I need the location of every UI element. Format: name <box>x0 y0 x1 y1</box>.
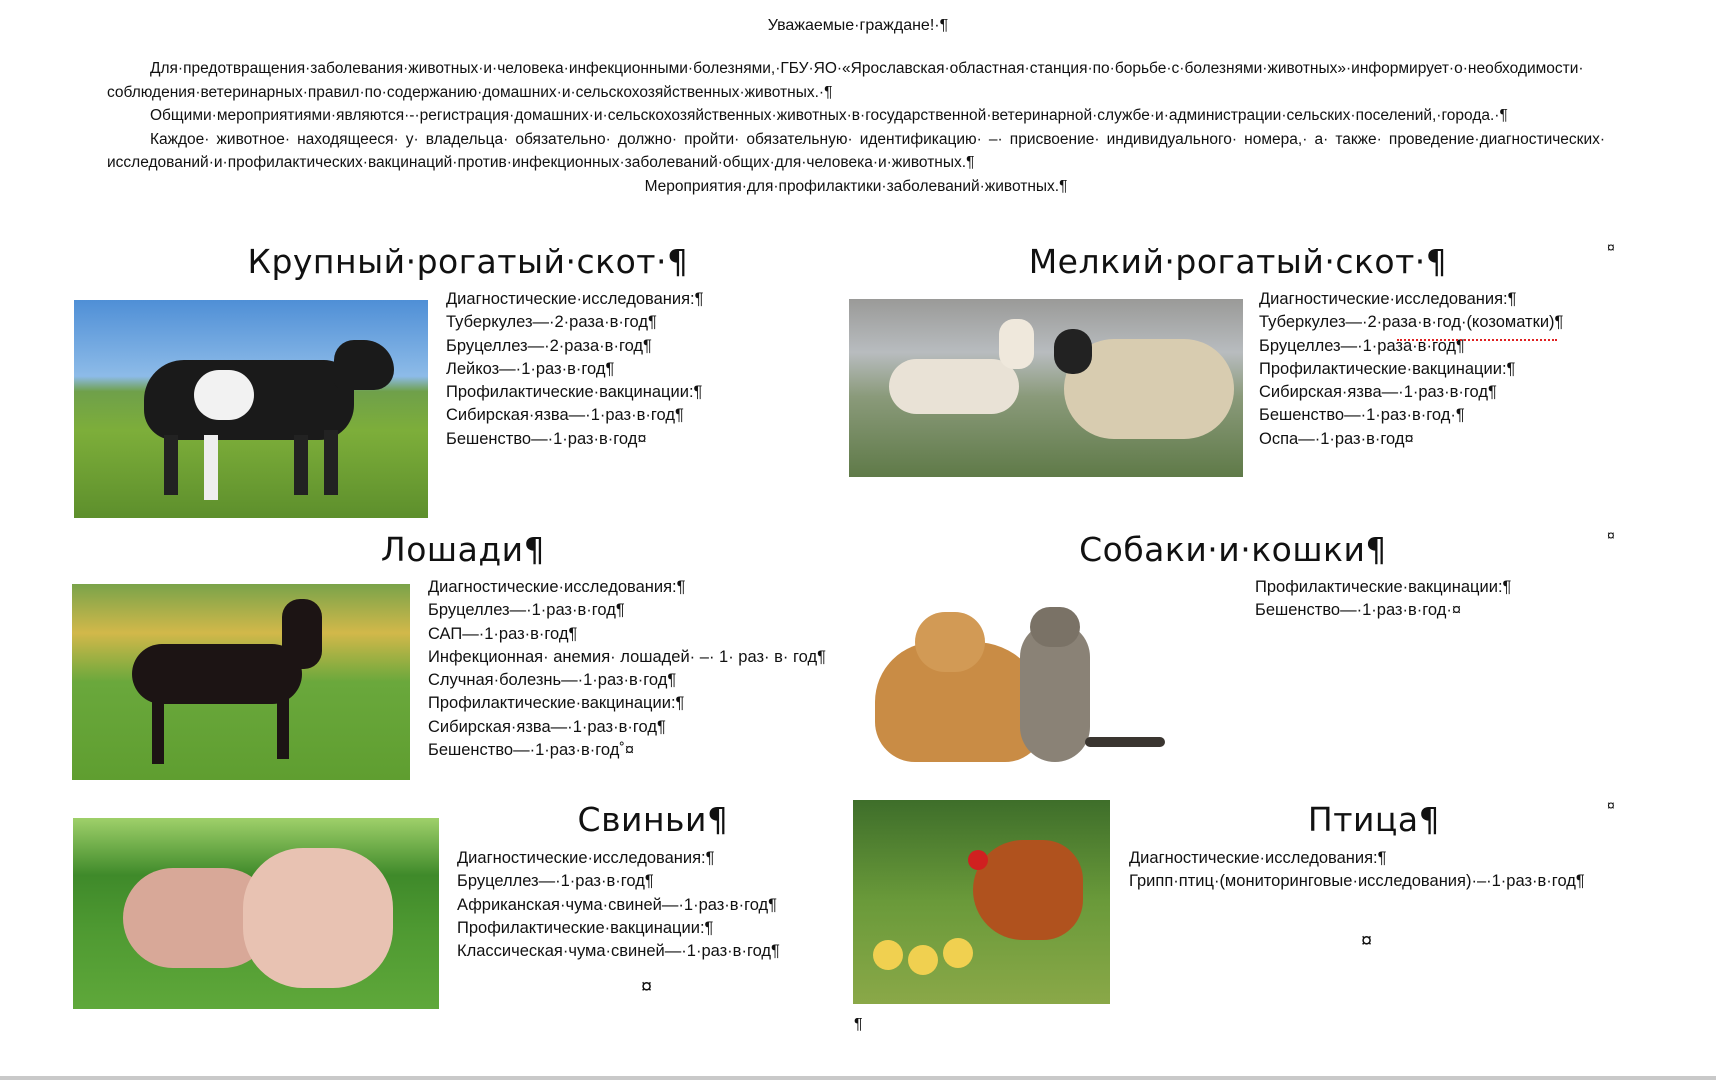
measure-line: Профилактические·вакцинации:¶ <box>428 694 685 713</box>
measure-line: Сибирская·язва—·1·раз·в·год¶ <box>1259 383 1497 402</box>
intro-paragraph: Общими·мероприятиями·являются·-·регистра… <box>150 107 1508 124</box>
measure-line: Бешенство—·1·раз·в·год·¤ <box>1255 601 1462 620</box>
sheep-heading: Мелкий·рогатый·скот·¶ <box>1028 242 1448 281</box>
cell-end-mark: ¤ <box>641 976 653 998</box>
measure-line: Профилактические·вакцинации:¶ <box>446 383 703 402</box>
hen-chicks-image <box>853 800 1110 1004</box>
measure-line: Оспа—·1·раз·в·год¤ <box>1259 429 1414 448</box>
measure-line: Инфекционная· анемия· лошадей· –· 1· раз… <box>428 647 826 666</box>
cow-image <box>74 300 428 518</box>
cell-end-mark: ¤ <box>1607 527 1615 543</box>
cattle-heading: Крупный·рогатый·скот·¶ <box>247 242 689 281</box>
measure-line: Лейкоз—·1·раз·в·год¶ <box>446 359 615 378</box>
greeting-title: Уважаемые·граждане!·¶ <box>767 17 949 34</box>
measure-line: Бешенство—·1·раз·в·год¤ <box>446 429 647 448</box>
measure-line: Туберкулез—·2·раза·в·год¶ <box>446 313 657 332</box>
sheep-measures: Диагностические·исследования:¶ Туберкуле… <box>1259 288 1563 451</box>
cattle-measures: Диагностические·исследования:¶ Туберкуле… <box>446 288 703 451</box>
measure-line: Бруцеллез—·1·раза·в·год¶ <box>1259 336 1465 355</box>
intro-paragraph: Для·предотвращения·заболевания·животных·… <box>107 60 1584 101</box>
measure-line: Сибирская·язва—·1·раз·в·год¶ <box>446 406 684 425</box>
measure-line: Туберкулез—·2·раза·в·год·(козоматки)¶ <box>1259 313 1564 332</box>
measure-line: Бруцеллез—·1·раз·в·год¶ <box>457 872 654 891</box>
intro-paragraph: Каждое· животное· находящееся· у· владел… <box>107 130 1606 172</box>
dog-cat-image <box>855 602 1195 782</box>
measure-line: Профилактические·вакцинации:¶ <box>1259 359 1516 378</box>
measures-heading: Мероприятия·для·профилактики·заболеваний… <box>644 177 1068 195</box>
measure-line: Диагностические·исследования:¶ <box>428 578 686 596</box>
paragraph-mark: ¶ <box>854 1016 863 1033</box>
measure-line: Африканская·чума·свиней—·1·раз·в·год¶ <box>457 895 778 914</box>
measure-line: Диагностические·исследования:¶ <box>457 849 715 867</box>
measure-line: Диагностические·исследования:¶ <box>1259 290 1517 308</box>
measure-line: Профилактические·вакцинации:¶ <box>457 918 714 937</box>
horses-heading: Лошади¶ <box>380 530 546 569</box>
cell-end-mark: ¤ <box>1361 930 1373 952</box>
measure-line: Случная·болезнь—·1·раз·в·год¶ <box>428 671 677 690</box>
pets-heading: Собаки·и·кошки¶ <box>1079 530 1387 569</box>
measure-line: САП—·1·раз·в·год¶ <box>428 624 578 643</box>
poultry-measures: Диагностические·исследования:¶ Грипп·пти… <box>1129 847 1601 894</box>
goat-sheep-image <box>849 299 1243 477</box>
measure-line: Бруцеллез—·2·раза·в·год¶ <box>446 336 652 355</box>
page-bottom-edge <box>0 1076 1716 1080</box>
spellcheck-underline <box>1397 337 1557 341</box>
measure-line: Бешенство—·1·раз·в·год˚¤ <box>428 741 635 760</box>
cell-end-mark: ¤ <box>1607 797 1615 813</box>
horse-image <box>72 584 410 780</box>
measure-line: Диагностические·исследования:¶ <box>446 290 704 308</box>
measure-line: Бруцеллез—·1·раз·в·год¶ <box>428 601 625 620</box>
measure-line: Классическая·чума·свиней—·1·раз·в·год¶ <box>457 942 780 961</box>
measure-line: Профилактические·вакцинации:¶ <box>1255 578 1512 596</box>
horses-measures: Диагностические·исследования:¶ Бруцеллез… <box>428 576 830 762</box>
pigs-measures: Диагностические·исследования:¶ Бруцеллез… <box>457 847 780 963</box>
cell-end-mark: ¤ <box>1607 239 1615 255</box>
intro-text: Для·предотвращения·заболевания·животных·… <box>107 57 1605 198</box>
measure-line: Грипп·птиц·(мониторинговые·исследования)… <box>1129 872 1585 891</box>
measure-line: Бешенство—·1·раз·в·год·¶ <box>1259 406 1465 425</box>
pig-image <box>73 818 439 1009</box>
poultry-heading: Птица¶ <box>1307 800 1441 839</box>
measure-line: Диагностические·исследования:¶ <box>1129 849 1387 867</box>
pigs-heading: Свиньи¶ <box>577 800 729 839</box>
pets-measures: Профилактические·вакцинации:¶ Бешенство—… <box>1255 576 1511 623</box>
measure-line: Сибирская·язва—·1·раз·в·год¶ <box>428 717 666 736</box>
